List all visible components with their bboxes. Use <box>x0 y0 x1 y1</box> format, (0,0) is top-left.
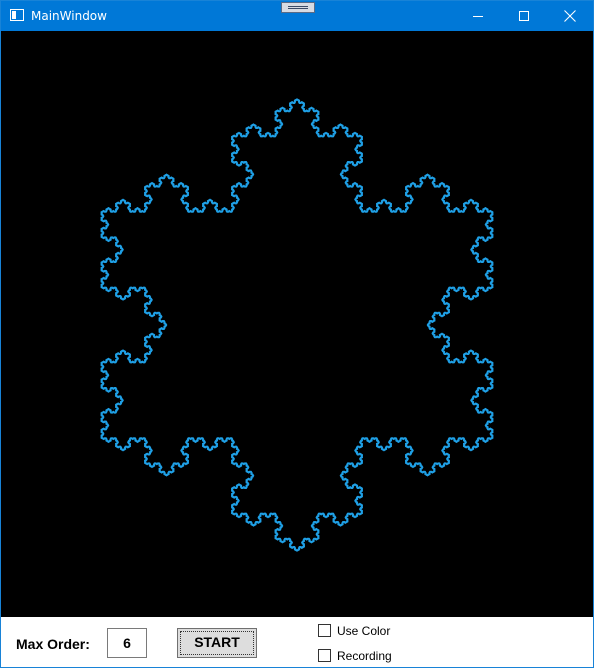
recording-label: Recording <box>337 649 392 663</box>
start-button[interactable]: START <box>177 628 257 658</box>
recording-checkbox[interactable] <box>318 649 331 662</box>
control-panel: Max Order: 6 START Use Color Recording <box>1 617 593 667</box>
use-color-label: Use Color <box>337 624 391 638</box>
use-color-checkbox[interactable] <box>318 624 331 637</box>
drag-handle-icon[interactable] <box>281 2 315 13</box>
close-button[interactable] <box>547 1 593 31</box>
minimize-button[interactable] <box>455 1 501 31</box>
maximize-button[interactable] <box>501 1 547 31</box>
window-title: MainWindow <box>31 9 107 23</box>
koch-snowflake <box>100 98 494 552</box>
close-icon <box>564 10 576 22</box>
app-window-icon <box>10 9 24 21</box>
drawing-canvas <box>1 31 593 617</box>
max-order-input[interactable]: 6 <box>107 628 147 658</box>
title-bar[interactable]: MainWindow <box>1 1 593 31</box>
max-order-label: Max Order: <box>16 636 90 652</box>
fractal-canvas <box>100 98 494 552</box>
